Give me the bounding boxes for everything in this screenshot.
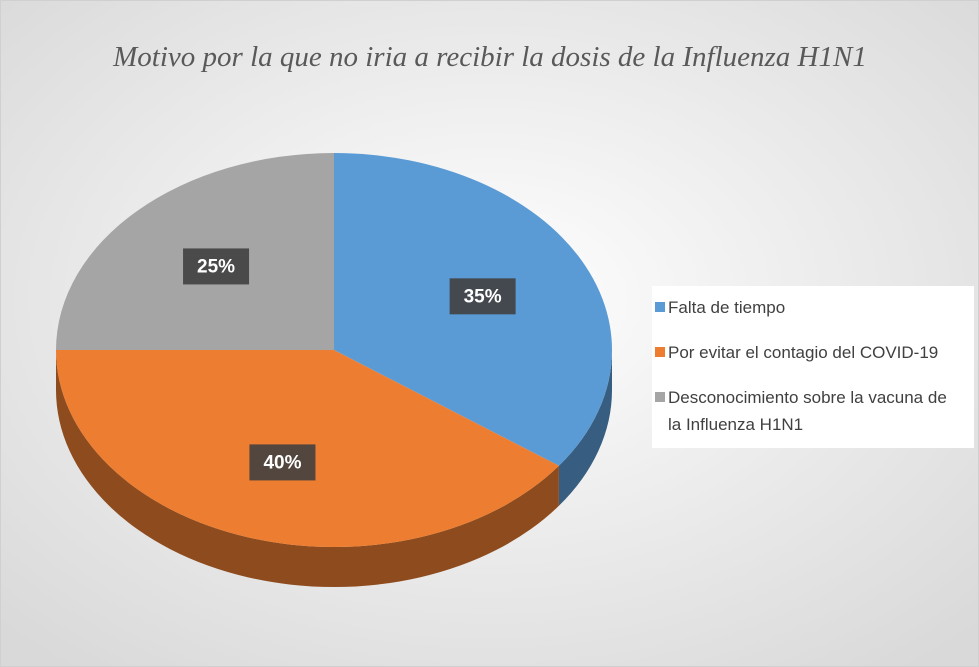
legend-label: Por evitar el contagio del COVID-19 <box>668 343 939 362</box>
data-label-box <box>449 278 516 315</box>
legend-item: Por evitar el contagio del COVID-19 <box>652 339 958 366</box>
legend-label: Desconocimiento sobre la vacuna de la In… <box>668 388 947 434</box>
legend: Falta de tiempo Por evitar el contagio de… <box>652 286 974 448</box>
legend-label: Falta de tiempo <box>668 298 786 317</box>
data-label-box <box>249 444 316 481</box>
legend-item: Desconocimiento sobre la vacuna de la In… <box>652 384 958 438</box>
data-label: 35% <box>464 286 502 307</box>
data-label: 25% <box>197 256 235 277</box>
legend-swatch <box>655 392 665 402</box>
legend-item: Falta de tiempo <box>652 294 958 321</box>
slice-side <box>56 350 559 587</box>
data-label: 40% <box>263 452 301 473</box>
data-label-box <box>183 248 250 285</box>
chart-title: Motivo por la que no iria a recibir la d… <box>113 41 867 73</box>
legend-swatch <box>655 347 665 357</box>
pie: 35% 40% 25% <box>56 153 612 587</box>
legend-swatch <box>655 302 665 312</box>
slice-side <box>558 350 612 506</box>
